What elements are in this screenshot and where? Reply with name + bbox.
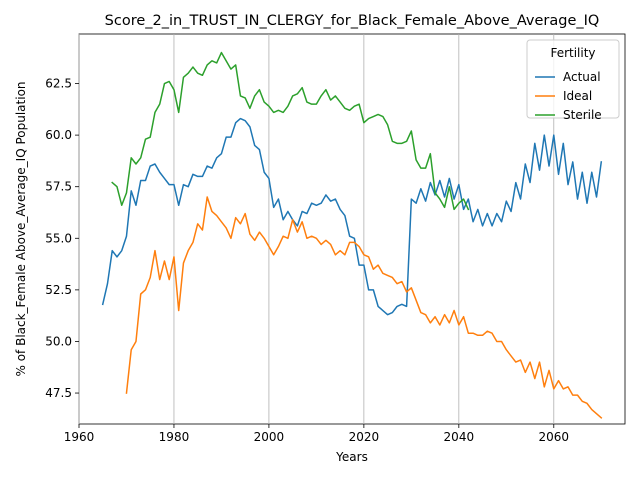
legend: Fertility Actual Ideal Sterile [526,39,620,122]
x-tick-label: 2060 [539,430,570,444]
series-line-actual [101,117,603,316]
y-axis: 47.5 50.0 52.5 55.0 57.5 60.0 62.5 [45,77,79,400]
legend-label-sterile: Sterile [563,108,602,122]
x-axis-label: Years [335,450,368,464]
x-gridlines [78,34,555,424]
x-tick-label: 1960 [64,430,95,444]
chart-title: Score_2_in_TRUST_IN_CLERGY_for_Black_Fem… [105,13,600,29]
legend-title: Fertility [550,46,595,60]
y-tick-label: 62.5 [45,77,72,91]
x-tick-label: 1980 [159,430,190,444]
legend-label-actual: Actual [563,70,601,84]
y-tick-label: 60.0 [45,128,72,142]
y-axis-label: % of Black_Female Above_Average_IQ Popul… [14,81,28,376]
legend-box [526,39,620,119]
series-line-ideal [125,196,603,419]
y-tick-label: 52.5 [45,283,72,297]
x-axis: 1960 1980 2000 2020 2040 2060 [64,424,569,444]
y-tick-label: 47.5 [45,386,72,400]
y-tick-label: 55.0 [45,231,72,245]
y-tick-label: 50.0 [45,334,72,348]
y-tick-label: 57.5 [45,180,72,194]
series-layer [101,51,603,419]
x-tick-label: 2040 [444,430,475,444]
series-line-sterile [111,51,470,211]
legend-label-ideal: Ideal [563,89,592,103]
x-tick-label: 2020 [349,430,380,444]
x-tick-label: 2000 [254,430,285,444]
